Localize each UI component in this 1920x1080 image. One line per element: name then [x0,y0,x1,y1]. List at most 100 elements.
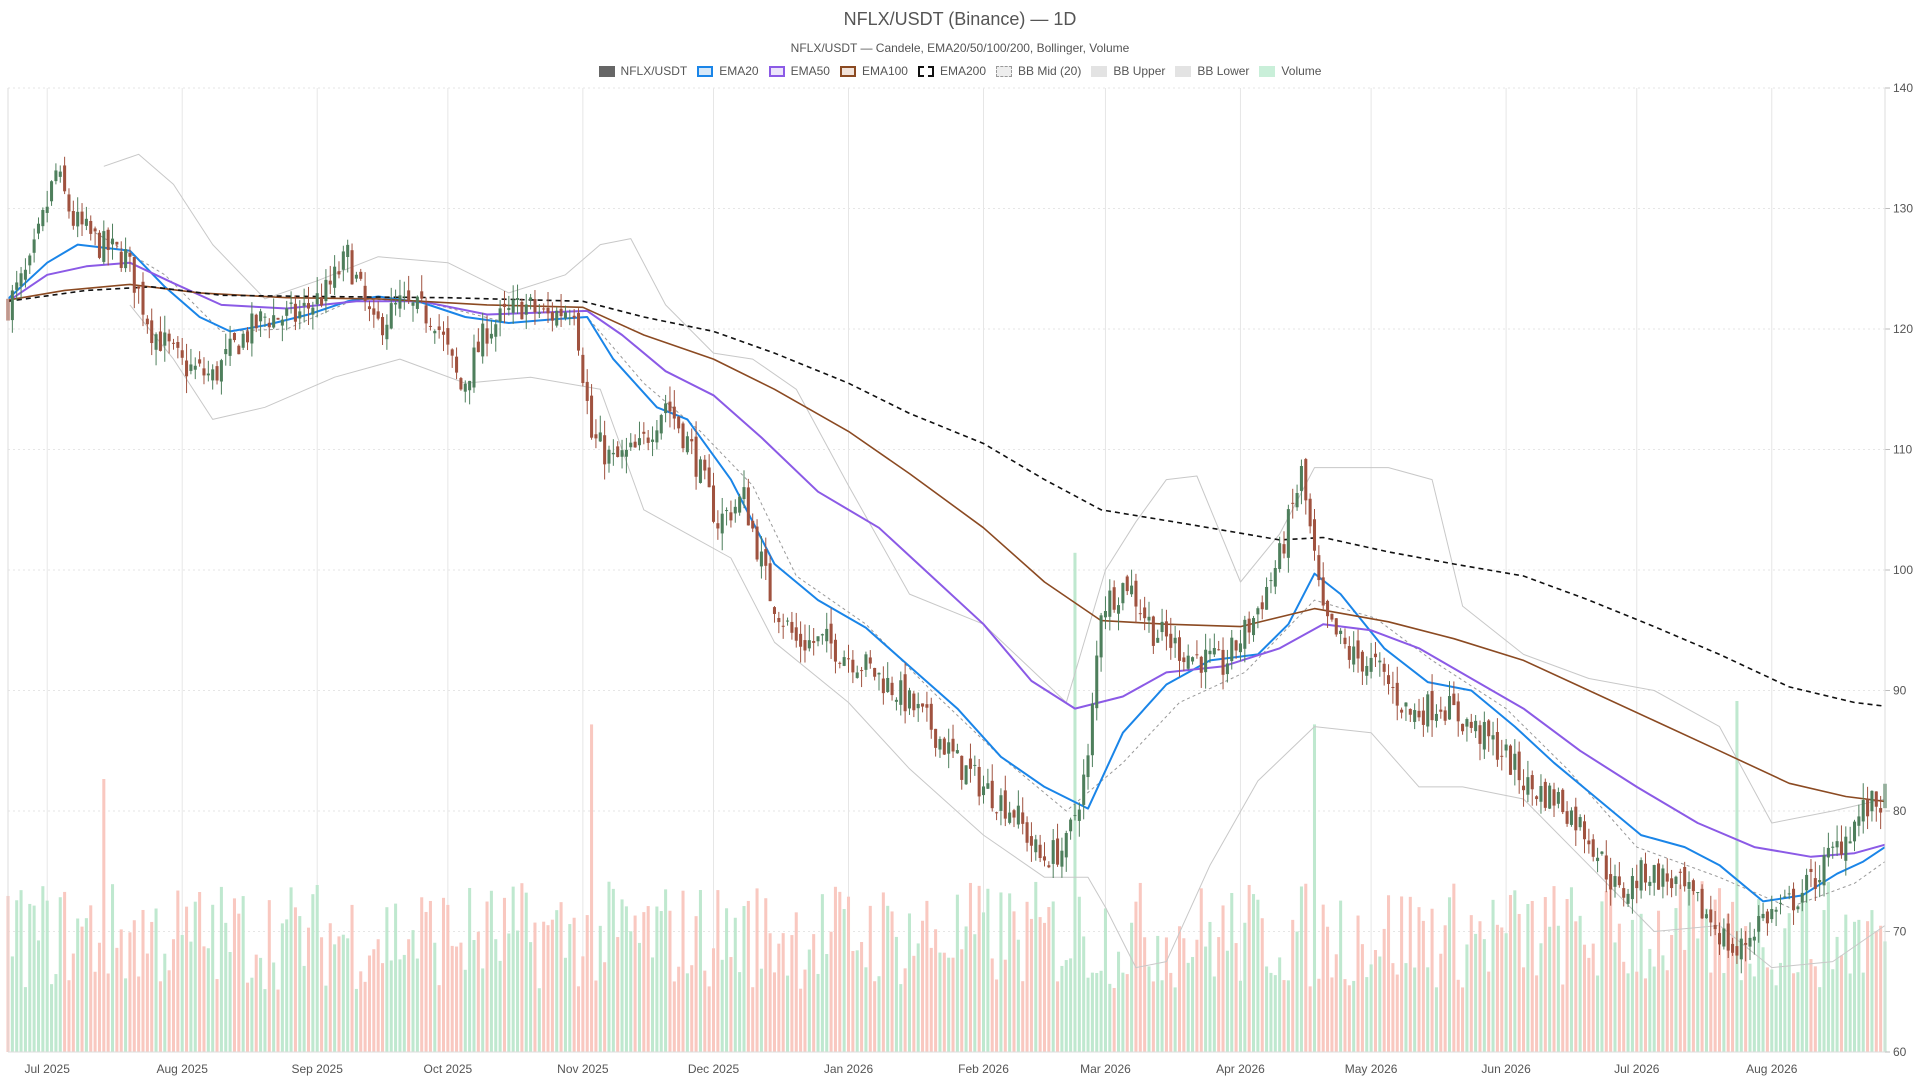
volume-bar [977,885,981,1052]
candle-body [1042,856,1047,861]
candle-body [559,308,563,317]
candle-body [781,625,785,627]
candle-body [1164,621,1168,637]
candle-body [637,438,641,446]
volume-bar [1561,984,1565,1052]
candle-body [320,296,324,306]
candle-body [1752,936,1756,941]
candle-body [1604,855,1608,880]
volume-bar [293,907,297,1052]
candle-body [651,439,655,442]
volume-bar [106,973,110,1052]
legend-item-bb_upper[interactable]: BB Upper [1091,64,1165,78]
volume-bar [1282,980,1286,1052]
candle-body [786,620,790,622]
candle-body [1212,647,1216,655]
candle-body [572,315,576,318]
legend-item-ema50[interactable]: EMA50 [768,64,830,78]
volume-bar [1173,987,1177,1052]
volume-bar [1347,985,1351,1052]
candle-body [1857,816,1861,826]
candle-body [1635,880,1639,889]
candle-body [54,170,58,182]
volume-bar [280,923,284,1052]
legend-item-volume[interactable]: Volume [1259,64,1321,78]
volume-bar [381,963,385,1052]
candle-body [1169,633,1173,648]
candle-body [955,750,959,754]
candle-body [524,304,528,315]
volume-bar [1609,886,1613,1052]
volume-bar [1822,910,1826,1052]
volume-bar [672,981,676,1052]
volume-bar [685,973,689,1052]
volume-bar [137,976,141,1052]
candle-body [154,334,158,350]
volume-bar [54,974,58,1052]
series-bb-lower-line [129,304,1886,969]
candle-body [1326,600,1330,617]
legend-item-bb_mid[interactable]: BB Mid (20) [996,64,1081,78]
legend-item-ema20[interactable]: EMA20 [697,64,759,78]
candle-body [1778,902,1783,904]
volume-bar [1596,975,1600,1052]
legend-swatch [839,65,856,77]
candle-body [1717,933,1722,945]
volume-bar [215,979,219,1052]
candle-body [833,639,837,662]
volume-bar [894,936,898,1052]
candle-body [141,281,145,315]
candle-body [816,636,820,642]
candle-body [1822,855,1826,886]
candle-body [1186,655,1190,669]
candle-body [585,381,589,401]
candle-body [1343,637,1347,645]
volume-bar [363,981,367,1052]
volume-bar [41,886,45,1052]
volume-bar [267,900,271,1052]
legend-label: EMA20 [719,64,759,78]
volume-bar [1678,884,1682,1052]
volume-bar [877,976,881,1052]
candle-body [1783,896,1787,898]
volume-bar [1591,943,1595,1052]
series-ema100-line [7,283,1886,803]
legend-item-ema100[interactable]: EMA100 [839,64,908,78]
x-tick-label: Oct 2025 [424,1062,473,1076]
bollinger-layer [94,153,1886,969]
candle-body [738,496,742,513]
candle-body [411,302,415,306]
candle-body [1051,840,1055,864]
volume-bar [916,943,920,1052]
candle-body [389,303,393,329]
volume-bar [341,934,345,1052]
axis-layer: 60 70 80 90 100 110 120 130 140 Jul 2025 Aug 2025 S… [7,81,1913,1076]
candle-body [36,223,41,234]
volume-bar [89,905,93,1052]
volume-bar [463,969,467,1052]
candle-body [15,282,19,290]
volume-bar [820,894,824,1052]
candle-body [507,307,511,311]
candle-body [441,331,446,335]
candle-body [1452,693,1456,706]
candle-body [912,693,916,711]
candle-body [1217,649,1221,651]
candle-body [420,291,424,299]
volume-bar [1552,886,1556,1052]
candle-body [202,368,206,376]
candle-body [868,657,872,664]
legend-item-ema200[interactable]: EMA200 [917,64,986,78]
candle-body [158,331,162,351]
candle-body [794,627,798,641]
candle-body [1003,790,1007,819]
candle-body [381,317,385,336]
candle-body [354,274,358,279]
legend-item-bb_lower[interactable]: BB Lower [1175,64,1249,78]
volume-bar [1857,919,1861,1052]
volume-bar [67,980,71,1052]
candle-body [1726,923,1730,951]
volume-bar [472,939,476,1052]
volume-bar [1835,936,1839,1052]
legend-item-candles[interactable]: NFLX/USDT [598,64,687,78]
